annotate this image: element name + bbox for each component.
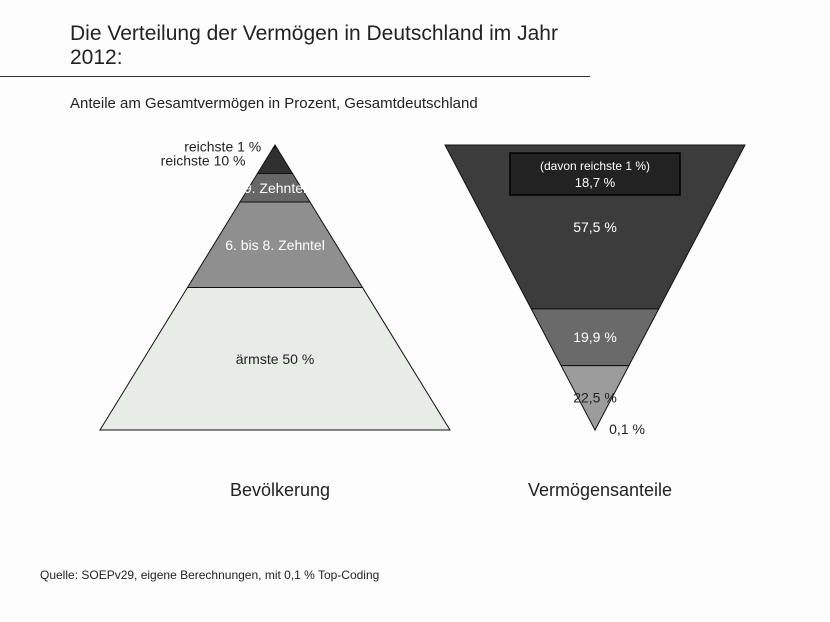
svg-text:6. bis 8. Zehntel: 6. bis 8. Zehntel: [225, 237, 325, 253]
svg-text:57,5 %: 57,5 %: [573, 219, 617, 235]
footnote: Quelle: SOEPv29, eigene Berechnungen, mi…: [40, 568, 379, 582]
svg-text:22,5 %: 22,5 %: [573, 390, 617, 406]
svg-text:ärmste 50 %: ärmste 50 %: [236, 351, 315, 367]
chart-title: Die Verteilung der Vermögen in Deutschla…: [0, 0, 590, 77]
chart-area: reichste 1 %reichste 10 %9. Zehntel6. bi…: [0, 120, 830, 540]
left-axis-label: Bevölkerung: [180, 480, 380, 501]
svg-text:reichste 10 %: reichste 10 %: [161, 153, 246, 169]
svg-text:18,7 %: 18,7 %: [575, 175, 616, 190]
svg-text:9. Zehntel: 9. Zehntel: [244, 180, 306, 196]
right-axis-label: Vermögensanteile: [490, 480, 710, 501]
pyramids-svg: reichste 1 %reichste 10 %9. Zehntel6. bi…: [0, 120, 830, 480]
svg-text:0,1 %: 0,1 %: [609, 421, 645, 437]
chart-subtitle: Anteile am Gesamtvermögen in Prozent, Ge…: [0, 77, 830, 112]
svg-text:19,9 %: 19,9 %: [573, 329, 617, 345]
svg-text:(davon reichste 1 %): (davon reichste 1 %): [540, 159, 650, 173]
